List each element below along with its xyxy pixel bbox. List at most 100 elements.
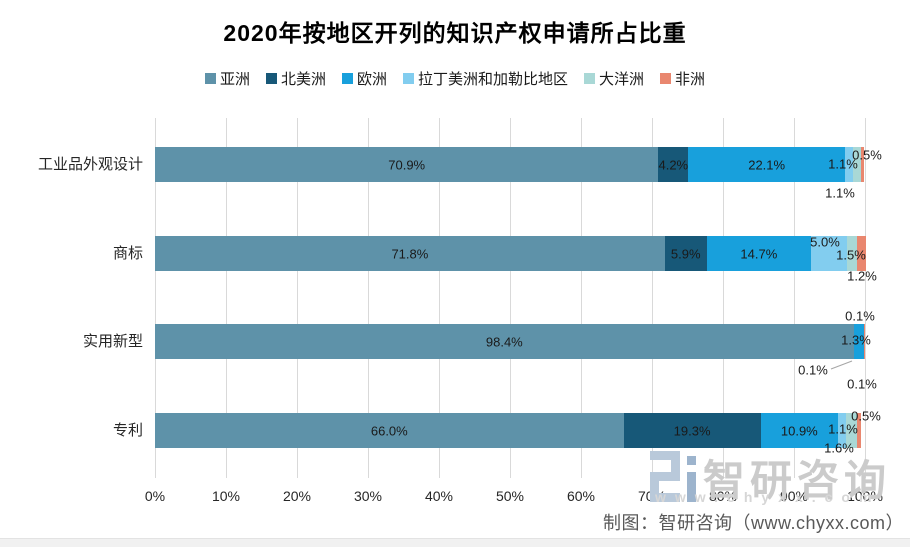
data-label-asia: 70.9% [388, 157, 426, 172]
data-label-asia: 66.0% [370, 423, 408, 438]
legend-label: 亚洲 [219, 71, 250, 88]
x-tick-label: 90% [779, 488, 809, 504]
category-label: 实用新型 [82, 333, 143, 350]
chart-legend: 亚洲 北美洲 欧洲 拉丁美洲和加勒比地区 大洋洲 非洲 [0, 68, 910, 89]
bar-segment-latin-america-caribbean [845, 147, 853, 182]
gridline [510, 118, 511, 478]
legend-swatch-icon [204, 73, 216, 84]
x-tick-label: 30% [353, 488, 383, 504]
data-label-latin-america-caribbean: 1.1% [828, 421, 858, 437]
legend-item-africa: 非洲 [660, 68, 705, 89]
bar-segment-africa [860, 147, 865, 182]
bar-segment-europe [854, 324, 864, 359]
bar-segment-oceania [845, 413, 858, 448]
x-tick-label: 60% [566, 488, 596, 504]
x-tick-label: 0% [144, 488, 166, 504]
data-label-europe: 22.1% [748, 157, 786, 172]
legend-label: 欧洲 [356, 71, 387, 88]
gridline [297, 118, 298, 478]
data-label-africa: 0.1% [847, 376, 877, 392]
gridline [652, 118, 653, 478]
bar-segment-north-america [658, 147, 689, 182]
legend-label: 拉丁美洲和加勒比地区 [418, 71, 569, 88]
bar-segment-latin-america-caribbean [811, 236, 847, 271]
x-tick-label: 40% [424, 488, 454, 504]
bar-segment-north-america [623, 413, 761, 448]
bar-segment-north-america [853, 324, 855, 359]
x-tick-label: 10% [211, 488, 241, 504]
data-label-europe: 1.3% [841, 332, 871, 348]
gridline [439, 118, 440, 478]
bar-segment-africa [857, 413, 861, 448]
legend-label: 大洋洲 [599, 71, 645, 88]
x-tick-label: 80% [708, 488, 738, 504]
data-label-europe: 14.7% [740, 246, 778, 261]
data-label-oceania: 1.1% [825, 185, 855, 201]
bar-segment-africa [864, 324, 865, 359]
data-label-asia: 98.4% [485, 334, 523, 349]
legend-swatch-icon [403, 73, 414, 84]
legend-item-oceania: 大洋洲 [584, 68, 644, 89]
watermark-url: www.chyxx.com [655, 489, 881, 505]
data-label-oceania: 1.5% [836, 247, 866, 263]
gridline [865, 118, 866, 478]
gridline [723, 118, 724, 478]
category-label: 专利 [112, 422, 143, 439]
legend-item-asia: 亚洲 [204, 68, 250, 89]
bar-segment-asia [155, 236, 665, 271]
x-tick-label: 100% [847, 488, 883, 504]
legend-item-north-america: 北美洲 [265, 68, 326, 89]
bottom-strip [0, 538, 910, 547]
data-label-latin-america-caribbean: 1.1% [828, 156, 858, 172]
category-label: 商标 [112, 245, 143, 262]
gridline [155, 118, 156, 478]
zhiyan-2i-logo-icon [650, 451, 696, 502]
gridline [581, 118, 582, 478]
data-label-north-america: 5.9% [670, 246, 701, 261]
data-label-africa: 0.5% [851, 408, 881, 424]
bar-row [155, 147, 865, 182]
gridline [794, 118, 795, 478]
bar-segment-europe [760, 413, 838, 448]
data-label-oceania: 1.6% [824, 440, 854, 456]
data-label-africa: 0.5% [852, 147, 882, 163]
credit-line: 制图：智研咨询（www.chyxx.com） [602, 513, 904, 533]
data-label-latin-america-caribbean: 5.0% [810, 234, 840, 250]
bar-segment-asia [155, 324, 854, 359]
bar-segment-asia [155, 147, 659, 182]
bar-segment-europe [706, 236, 811, 271]
bar-segment-oceania [852, 147, 861, 182]
chart-title: 2020年按地区开列的知识产权申请所占比重 [223, 20, 687, 46]
legend-swatch-icon [341, 73, 353, 84]
legend-label: 北美洲 [280, 71, 326, 88]
legend-swatch-icon [584, 73, 596, 84]
bar-row [155, 324, 865, 359]
category-label: 工业品外观设计 [37, 156, 143, 173]
legend-swatch-icon [265, 73, 277, 84]
bar-row [155, 236, 866, 271]
legend-item-europe: 欧洲 [341, 68, 387, 89]
gridline [226, 118, 227, 478]
bar-segment-latin-america-caribbean [837, 413, 846, 448]
data-label-north-america: 0.1% [845, 308, 875, 324]
bar-segment-oceania [846, 236, 858, 271]
bar-segment-north-america [664, 236, 707, 271]
legend-label: 非洲 [675, 71, 706, 88]
data-label-europe: 10.9% [780, 423, 818, 438]
legend-item-latin-america-caribbean: 拉丁美洲和加勒比地区 [403, 68, 568, 89]
legend-swatch-icon [660, 73, 672, 84]
watermark-brand: 智研咨询 [703, 457, 892, 504]
x-tick-label: 20% [282, 488, 312, 504]
data-label-asia: 71.8% [391, 246, 429, 261]
gridline [368, 118, 369, 478]
bar-row [155, 413, 861, 448]
x-tick-label: 50% [495, 488, 525, 504]
bar-segment-asia [155, 413, 624, 448]
bar-segment-africa [857, 236, 866, 271]
bar-segment-europe [688, 147, 846, 182]
data-label-africa: 1.2% [847, 268, 877, 284]
data-label-north-america: 19.3% [673, 423, 711, 438]
data-label-latin-america-caribbean: 0.1% [798, 362, 828, 378]
